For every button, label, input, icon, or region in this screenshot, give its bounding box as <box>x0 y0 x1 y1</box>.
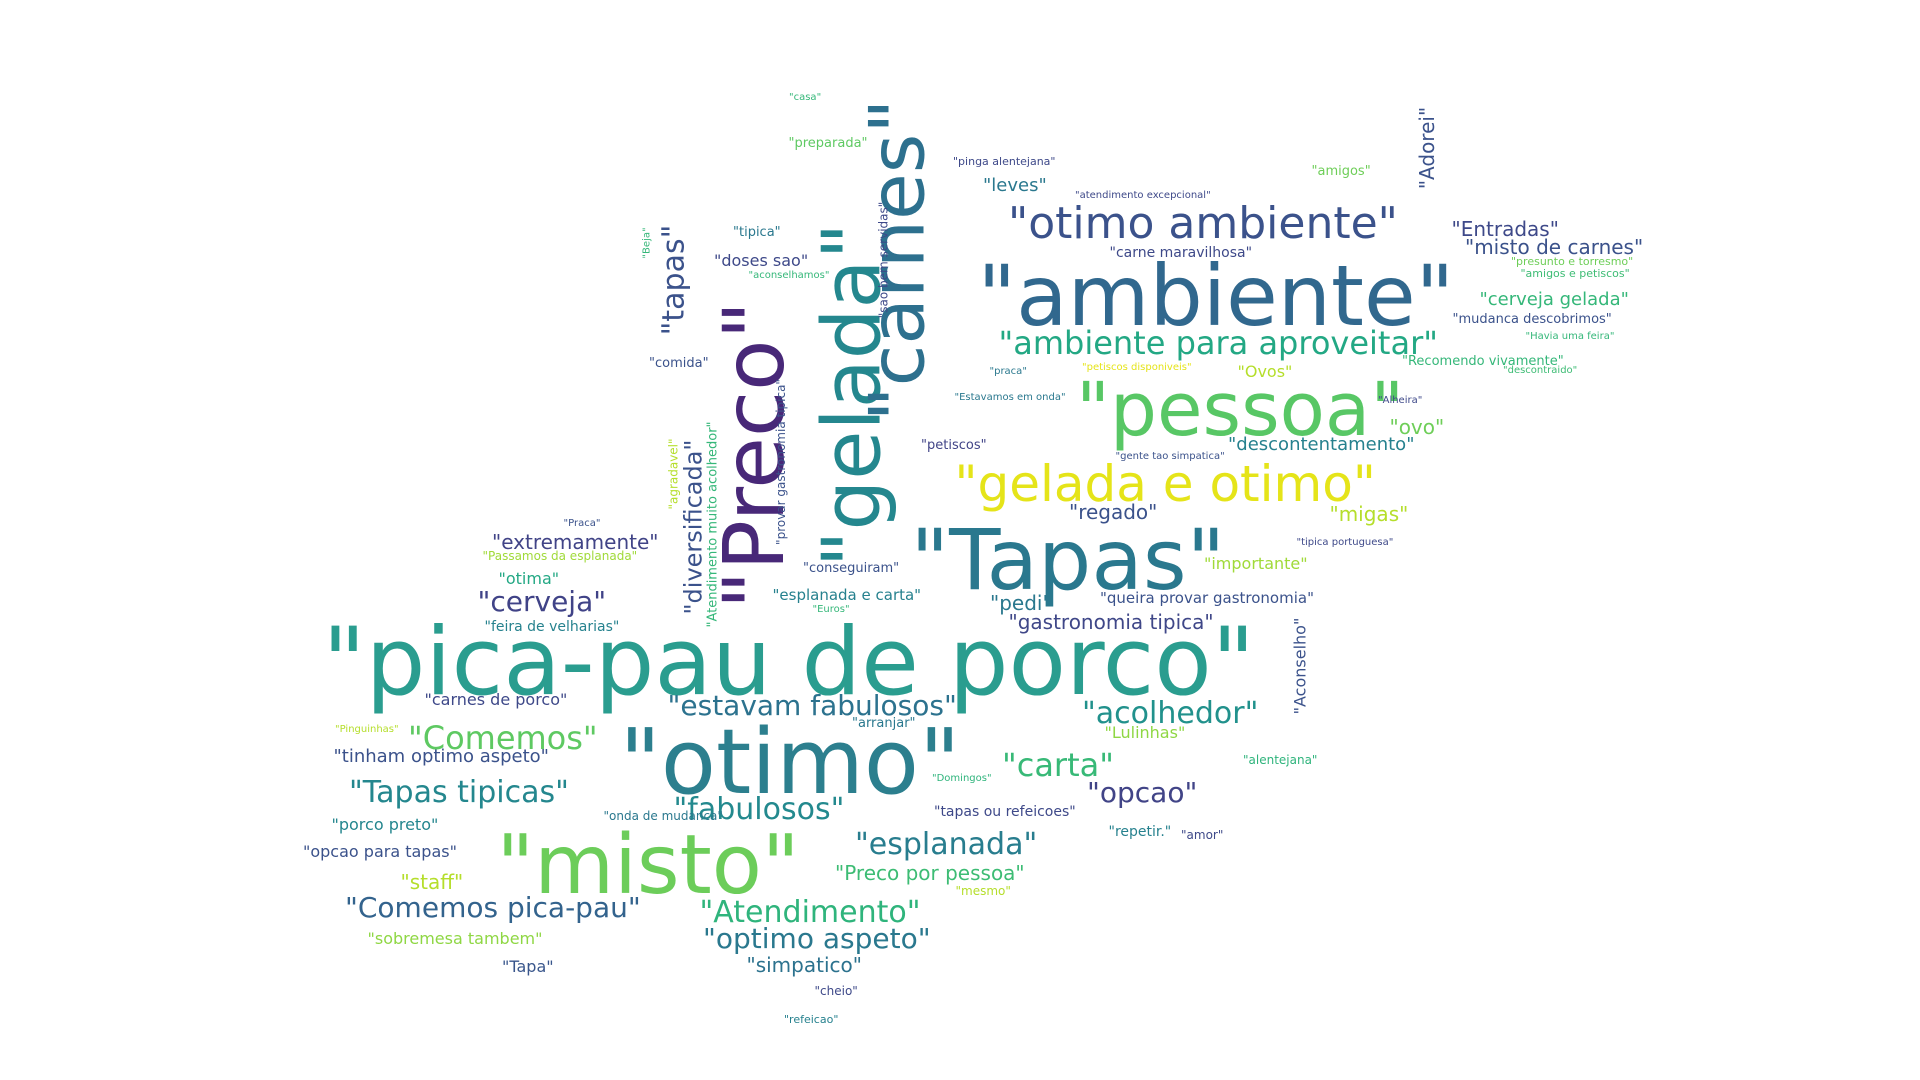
cloud-word: "feira de velharias" <box>484 619 620 635</box>
cloud-word: "cheio" <box>814 984 858 998</box>
cloud-word: "Havia uma feira" <box>1525 331 1615 342</box>
cloud-word: "aconselhamos" <box>748 270 830 281</box>
cloud-word: "simpatico" <box>746 953 862 977</box>
cloud-word: "Beja" <box>641 227 653 259</box>
cloud-word: "cerveja gelada" <box>1479 289 1629 310</box>
cloud-word: "extremamente" <box>492 530 659 554</box>
cloud-word: "descontraido" <box>1503 365 1578 376</box>
cloud-word: "amigos e petiscos" <box>1520 266 1630 280</box>
cloud-word: "Tapas tipicas" <box>349 775 569 810</box>
cloud-word: "Comemos pica-pau" <box>345 891 641 924</box>
cloud-word: "Tapa" <box>502 957 554 976</box>
cloud-word: "Euros" <box>812 604 850 615</box>
cloud-word: "importante" <box>1204 554 1308 573</box>
cloud-word: "onda de mudanca" <box>603 809 723 823</box>
cloud-word: "tinham optimo aspeto" <box>333 746 549 767</box>
cloud-word: "gastronomia tipica" <box>1008 610 1214 634</box>
cloud-word: "ovo" <box>1389 415 1445 439</box>
cloud-word: "Aconselho" <box>1289 617 1309 715</box>
cloud-word: "opcao" <box>1087 776 1198 809</box>
cloud-word: "conseguiram" <box>803 560 900 576</box>
cloud-word: "staff" <box>400 870 464 894</box>
cloud-word: "leves" <box>983 175 1047 196</box>
cloud-word: "Alheira" <box>1378 395 1423 406</box>
cloud-word: "misto de carnes" <box>1465 235 1644 259</box>
cloud-word: "otimo" <box>619 710 961 815</box>
cloud-word: "Praca" <box>563 518 601 529</box>
cloud-word: "Pinguinhas" <box>335 724 399 735</box>
cloud-word: "estavam fabulosos" <box>667 689 957 722</box>
cloud-word: "pica-pau de porco" <box>322 608 1256 717</box>
cloud-word: "acolhedor" <box>1082 696 1259 731</box>
cloud-word: "regado" <box>1069 500 1158 524</box>
cloud-word: "ambiente para aproveitar" <box>998 324 1438 362</box>
cloud-word: "tipica portuguesa" <box>1296 537 1394 548</box>
cloud-word: "Lulinhas" <box>1104 723 1186 742</box>
cloud-word: "Entradas" <box>1451 217 1559 241</box>
cloud-word: "optimo aspeto" <box>703 922 931 955</box>
cloud-word: "preparada" <box>788 135 868 151</box>
cloud-word: "Comemos" <box>408 719 598 757</box>
cloud-word: "arranjar" <box>852 715 916 731</box>
cloud-word: "amor" <box>1181 828 1224 842</box>
cloud-word: "esplanada" <box>855 827 1038 862</box>
cloud-word: "petiscos disponiveis" <box>1082 362 1192 373</box>
cloud-word: "pessoa" <box>1076 367 1405 453</box>
cloud-word: "comida" <box>649 355 709 371</box>
cloud-word: "atendimento excepcional" <box>1075 190 1211 201</box>
cloud-word: "repetir." <box>1108 824 1172 840</box>
cloud-word: "Recomendo vivamente" <box>1402 353 1564 369</box>
cloud-word: "sao bem servidas" <box>875 201 890 319</box>
cloud-word: "agradavel" <box>666 438 681 510</box>
cloud-word: "Estavamos em onda" <box>954 392 1066 403</box>
cloud-word: "tapas ou refeicoes" <box>934 804 1076 820</box>
cloud-word: "Atendimento muito acolhedor" <box>705 420 721 628</box>
cloud-word: "otimo ambiente" <box>1008 198 1398 249</box>
cloud-word: "carne maravilhosa" <box>1109 245 1253 261</box>
cloud-word: "porco preto" <box>331 815 439 834</box>
cloud-word: "carnes" <box>851 98 941 422</box>
cloud-word: "doses sao" <box>714 251 809 270</box>
cloud-word: "gelada e otimo" <box>954 455 1376 513</box>
cloud-word: "pedi" <box>990 591 1052 615</box>
cloud-word: "migas" <box>1329 502 1409 526</box>
cloud-word: "carta" <box>1002 746 1114 784</box>
cloud-word: "tapas" <box>655 224 691 336</box>
cloud-word: "mesmo" <box>955 884 1011 898</box>
cloud-word: "gente tao simpatica" <box>1115 451 1225 462</box>
cloud-word: "amigos" <box>1311 163 1371 179</box>
cloud-word: "casa" <box>789 92 822 103</box>
cloud-word: "tipica" <box>733 224 781 240</box>
cloud-word: "misto" <box>496 818 800 913</box>
cloud-word: "Adorei" <box>1415 106 1440 190</box>
cloud-word: "Tapas" <box>910 511 1226 609</box>
cloud-word: "descontentamento" <box>1228 434 1415 455</box>
cloud-word: "esplanada e carta" <box>772 585 922 604</box>
cloud-word: "pinga alentejana" <box>953 154 1056 168</box>
cloud-word: "Preco por pessoa" <box>835 861 1025 885</box>
cloud-word: "sobremesa tambem" <box>367 929 543 948</box>
cloud-word: "alentejana" <box>1243 753 1318 767</box>
cloud-word: "Ovos" <box>1237 362 1293 381</box>
cloud-word: "presunto e torresmo" <box>1511 254 1634 268</box>
cloud-word: "otima" <box>498 569 560 588</box>
cloud-word: "carnes de porco" <box>424 690 568 709</box>
cloud-word: "provar gastronomia tipica" <box>773 379 788 545</box>
cloud-word: "mudanca descobrimos" <box>1452 311 1612 327</box>
cloud-word: "petiscos" <box>921 437 987 453</box>
cloud-word: "ambiente" <box>977 247 1455 345</box>
cloud-word: "cerveja" <box>477 585 607 618</box>
cloud-word: "refeicao" <box>784 1012 839 1026</box>
cloud-word: "opcao para tapas" <box>303 842 457 861</box>
cloud-word: "praca" <box>989 366 1027 377</box>
cloud-word: "Domingos" <box>932 773 992 784</box>
cloud-word: "fabulosos" <box>673 792 845 827</box>
cloud-word: "Atendimento" <box>699 895 921 930</box>
cloud-word: "Passamos da esplanada" <box>482 549 638 563</box>
cloud-word: "queira provar gastronomia" <box>1100 588 1314 607</box>
cloud-word: "diversificada" <box>678 439 707 615</box>
